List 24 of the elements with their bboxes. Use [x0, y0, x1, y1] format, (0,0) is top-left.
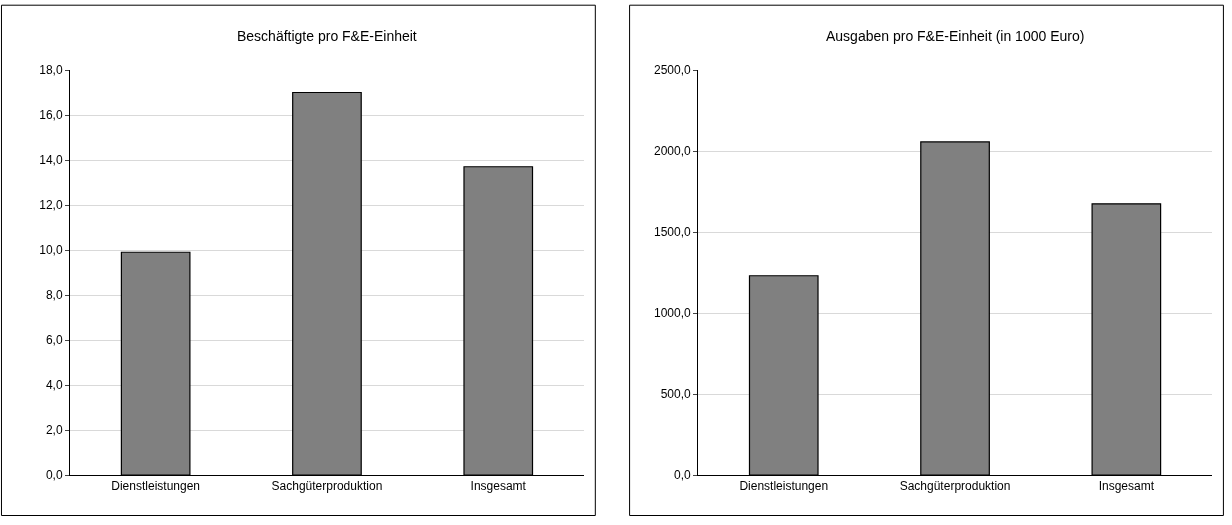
chart-title: Beschäftigte pro F&E-Einheit [237, 28, 417, 44]
y-tick-label: 16,0 [39, 108, 63, 123]
y-tick-label: 500,0 [660, 387, 692, 402]
y-tick-label: 12,0 [39, 198, 63, 213]
x-tick-label: Sachgüterproduktion [271, 479, 383, 494]
y-tick-label: 6,0 [45, 333, 63, 348]
x-tick-label: Dienstleistungen [111, 479, 201, 494]
y-tick-label: 1500,0 [654, 225, 692, 240]
y-tick-label: 14,0 [39, 153, 63, 168]
x-tick-label: Insgesamt [1098, 479, 1155, 494]
y-tick-label: 0,0 [45, 468, 63, 483]
y-tick-label: 10,0 [39, 243, 63, 258]
chart-title: Ausgaben pro F&E-Einheit (in 1000 Euro) [826, 28, 1085, 44]
x-tick-label: Sachgüterproduktion [899, 479, 1011, 494]
y-tick-label: 2000,0 [654, 144, 692, 159]
y-tick-label: 8,0 [45, 288, 63, 303]
y-tick-label: 2500,0 [654, 63, 692, 78]
y-tick-label: 2,0 [45, 423, 63, 438]
x-tick-label: Insgesamt [470, 479, 527, 494]
y-tick-label: 1000,0 [654, 306, 692, 321]
y-tick-label: 18,0 [39, 63, 63, 78]
y-tick-label: 4,0 [45, 378, 63, 393]
y-tick-label: 0,0 [674, 468, 692, 483]
x-tick-label: Dienstleistungen [739, 479, 829, 494]
